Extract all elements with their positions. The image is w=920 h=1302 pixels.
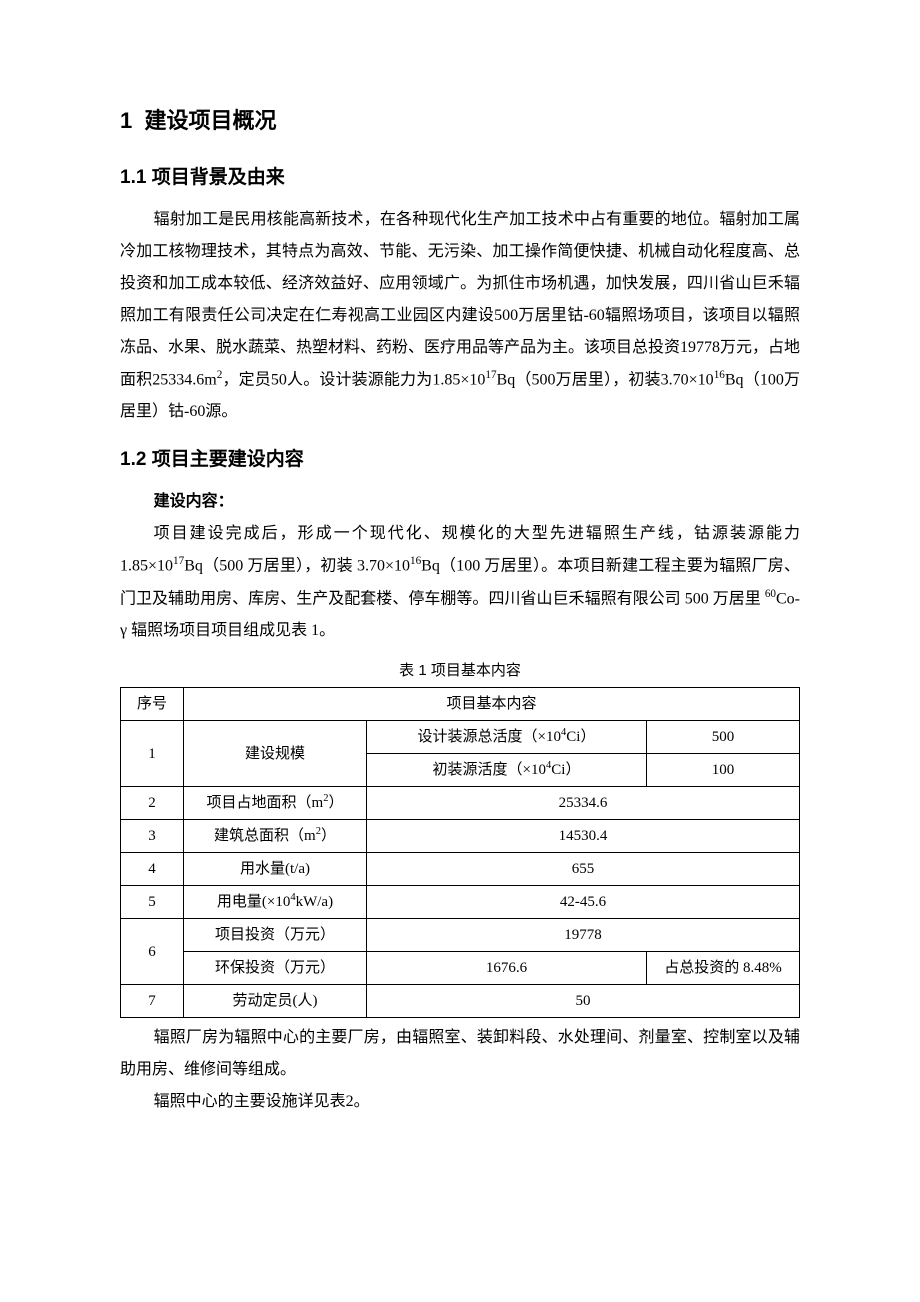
table-header-seq: 序号	[121, 688, 184, 721]
table-cell-value: 42-45.6	[367, 886, 800, 919]
table-cell-value: 655	[367, 853, 800, 886]
table-row: 5 用电量(×104kW/a) 42-45.6	[121, 886, 800, 919]
subsection-1-1-heading: 1.1 项目背景及由来	[120, 160, 800, 196]
table-cell-label: 建筑总面积（m2）	[184, 820, 367, 853]
table-cell-label: 用水量(t/a)	[184, 853, 367, 886]
table-cell-seq: 3	[121, 820, 184, 853]
table-row: 1 建设规模 设计装源总活度（×104Ci） 500	[121, 721, 800, 754]
table-cell-label: 项目占地面积（m2）	[184, 787, 367, 820]
table-row: 环保投资（万元） 1676.6 占总投资的 8.48%	[121, 952, 800, 985]
paragraph-1-1: 辐射加工是民用核能高新技术，在各种现代化生产加工技术中占有重要的地位。辐射加工属…	[120, 204, 800, 428]
table-cell-label: 用电量(×104kW/a)	[184, 886, 367, 919]
table-1-caption: 表 1 项目基本内容	[120, 657, 800, 686]
table-cell-value: 1676.6	[367, 952, 647, 985]
subsection-number: 1.1	[120, 167, 146, 188]
table-cell-seq: 1	[121, 721, 184, 787]
table-cell-label: 劳动定员(人)	[184, 985, 367, 1018]
table-header-content: 项目基本内容	[184, 688, 800, 721]
table-cell-value: 14530.4	[367, 820, 800, 853]
content-label: 建设内容：	[120, 486, 800, 518]
table-row: 3 建筑总面积（m2） 14530.4	[121, 820, 800, 853]
paragraph-1-2: 项目建设完成后，形成一个现代化、规模化的大型先进辐照生产线，钴源装源能力 1.8…	[120, 518, 800, 647]
table-cell-label: 环保投资（万元）	[184, 952, 367, 985]
table-cell-label: 建设规模	[184, 721, 367, 787]
subsection-number: 1.2	[120, 449, 146, 470]
table-cell-seq: 6	[121, 919, 184, 985]
table-cell-value: 100	[647, 754, 800, 787]
table-cell-label: 项目投资（万元）	[184, 919, 367, 952]
table-cell-value: 19778	[367, 919, 800, 952]
table-row: 2 项目占地面积（m2） 25334.6	[121, 787, 800, 820]
subsection-title: 项目背景及由来	[152, 167, 285, 188]
section-heading: 1 建设项目概况	[120, 100, 800, 142]
table-cell-value: 500	[647, 721, 800, 754]
table-cell-seq: 4	[121, 853, 184, 886]
table-cell: 设计装源总活度（×104Ci）	[367, 721, 647, 754]
tail-paragraph-2: 辐照中心的主要设施详见表2。	[120, 1086, 800, 1118]
table-row: 6 项目投资（万元） 19778	[121, 919, 800, 952]
subsection-1-2-heading: 1.2 项目主要建设内容	[120, 442, 800, 478]
table-row: 4 用水量(t/a) 655	[121, 853, 800, 886]
table-cell-note: 占总投资的 8.48%	[647, 952, 800, 985]
table-row: 7 劳动定员(人) 50	[121, 985, 800, 1018]
table-cell-value: 50	[367, 985, 800, 1018]
section-number: 1	[120, 108, 132, 133]
table-cell: 初装源活度（×104Ci）	[367, 754, 647, 787]
tail-paragraph-1: 辐照厂房为辐照中心的主要厂房，由辐照室、装卸料段、水处理间、剂量室、控制室以及辅…	[120, 1022, 800, 1086]
table-cell-seq: 2	[121, 787, 184, 820]
subsection-title: 项目主要建设内容	[152, 449, 304, 470]
table-1: 序号 项目基本内容 1 建设规模 设计装源总活度（×104Ci） 500 初装源…	[120, 687, 800, 1018]
table-cell-value: 25334.6	[367, 787, 800, 820]
table-cell-seq: 7	[121, 985, 184, 1018]
table-cell-seq: 5	[121, 886, 184, 919]
table-row: 序号 项目基本内容	[121, 688, 800, 721]
section-title: 建设项目概况	[144, 108, 276, 133]
